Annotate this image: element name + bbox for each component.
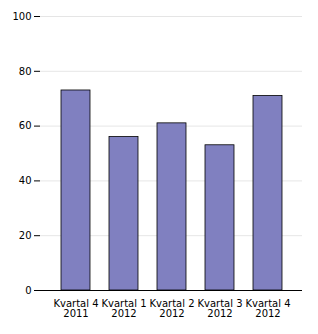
svg-text:40: 40 bbox=[19, 175, 32, 186]
svg-text:60: 60 bbox=[19, 120, 32, 131]
svg-text:0: 0 bbox=[25, 285, 31, 296]
svg-text:Kvartal 42012: Kvartal 42012 bbox=[245, 298, 290, 319]
svg-text:Kvartal 12012: Kvartal 12012 bbox=[101, 298, 146, 319]
svg-text:Kvartal 22012: Kvartal 22012 bbox=[149, 298, 194, 319]
svg-text:20: 20 bbox=[19, 230, 32, 241]
svg-text:80: 80 bbox=[19, 66, 32, 77]
svg-text:Kvartal 42011: Kvartal 42011 bbox=[53, 298, 98, 319]
svg-text:Kvartal 32012: Kvartal 32012 bbox=[197, 298, 242, 319]
svg-text:100: 100 bbox=[12, 11, 31, 22]
